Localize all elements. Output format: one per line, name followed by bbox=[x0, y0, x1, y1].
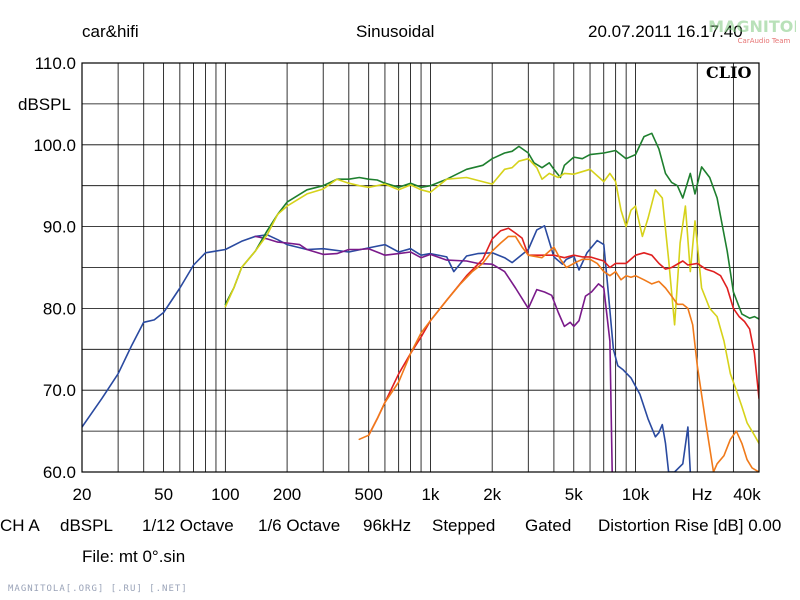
status-mode: Stepped bbox=[432, 516, 496, 535]
x-tick-label: 200 bbox=[273, 485, 301, 504]
grid bbox=[82, 63, 759, 472]
x-tick-label: 500 bbox=[355, 485, 383, 504]
header-left-label: car&hifi bbox=[82, 22, 139, 41]
status-sample-rate: 96kHz bbox=[363, 516, 412, 535]
status-channel: CH A bbox=[0, 516, 40, 535]
y-tick-labels: 60.0 70.0 80.0 90.0 100.0 110.0 bbox=[33, 54, 76, 482]
plot-frame bbox=[81, 62, 760, 473]
footer-watermark: MAGNITOLA[.ORG] [.RU] [.NET] bbox=[8, 584, 188, 594]
series-line-4 bbox=[224, 157, 759, 445]
status-unit: dBSPL bbox=[60, 516, 113, 535]
status-gating: Gated bbox=[525, 516, 572, 535]
status-distortion: Distortion Rise [dB] 0.00 bbox=[598, 516, 782, 535]
series-line-2 bbox=[254, 235, 614, 472]
y-tick-label: 80.0 bbox=[43, 299, 76, 318]
y-tick-label: 60.0 bbox=[43, 463, 76, 482]
status-resolution: 1/6 Octave bbox=[258, 516, 341, 535]
series-line-3 bbox=[224, 132, 759, 320]
y-tick-label: 110.0 bbox=[35, 54, 76, 73]
x-tick-label: 50 bbox=[154, 485, 173, 504]
watermark-logo: MAGNITOLA CarAudio Team bbox=[708, 17, 796, 45]
status-smoothing: 1/12 Octave bbox=[142, 516, 234, 535]
header-center-label: Sinusoidal bbox=[356, 22, 435, 41]
x-axis-unit-label: Hz bbox=[692, 485, 713, 504]
y-tick-label: 90.0 bbox=[43, 218, 76, 237]
series-line-6 bbox=[358, 235, 759, 472]
clio-badge: CLIO bbox=[706, 63, 752, 82]
watermark-logo-subtext: CarAudio Team bbox=[738, 37, 791, 45]
file-name-label: File: mt 0°.sin bbox=[82, 547, 186, 566]
x-tick-labels: 20 50 100 200 500 1k 2k 5k 10k 40k bbox=[73, 485, 762, 504]
x-tick-label: 1k bbox=[421, 485, 439, 504]
y-tick-label: 100.0 bbox=[33, 136, 76, 155]
header-timestamp: 20.07.2011 16.17.40 bbox=[588, 22, 743, 41]
series-line-5 bbox=[367, 227, 759, 437]
x-tick-label: 40k bbox=[733, 485, 761, 504]
x-tick-label: 10k bbox=[622, 485, 650, 504]
series-group bbox=[82, 132, 759, 472]
x-tick-label: 20 bbox=[73, 485, 92, 504]
y-tick-label: 70.0 bbox=[43, 381, 76, 400]
status-row: CH A dBSPL 1/12 Octave 1/6 Octave 96kHz … bbox=[0, 516, 800, 538]
x-tick-label: 100 bbox=[211, 485, 239, 504]
x-tick-label: 5k bbox=[565, 485, 583, 504]
watermark-logo-text: MAGNITOLA bbox=[708, 17, 796, 36]
y-axis-unit-label: dBSPL bbox=[18, 95, 71, 114]
x-tick-label: 2k bbox=[483, 485, 501, 504]
